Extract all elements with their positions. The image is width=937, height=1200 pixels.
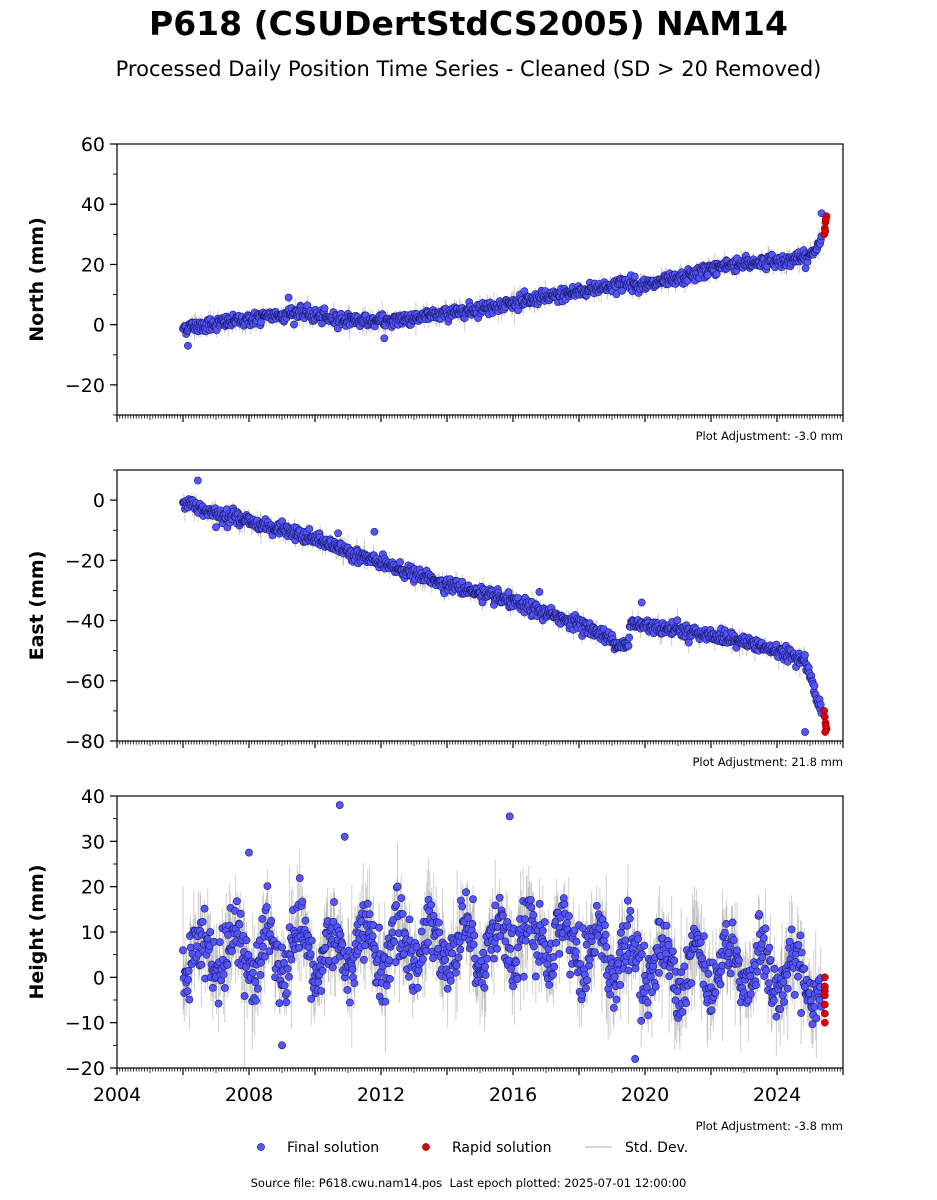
y-tick-label: −20 bbox=[65, 375, 105, 397]
y-tick-label: −80 bbox=[65, 731, 105, 753]
final-point bbox=[637, 598, 646, 607]
final-point bbox=[504, 588, 513, 597]
final-point bbox=[535, 588, 544, 596]
final-point bbox=[630, 272, 639, 281]
final-point bbox=[320, 304, 329, 313]
y-tick-label: 40 bbox=[81, 194, 105, 216]
y-tick-label: 0 bbox=[93, 315, 105, 337]
panel-1: −20 0 20 40 60 North (mm) Plot Adjustment: -3.… bbox=[26, 134, 844, 443]
final-point bbox=[212, 523, 220, 532]
y-tick-label: 60 bbox=[81, 134, 105, 156]
rapid-point bbox=[821, 728, 830, 736]
final-point bbox=[801, 728, 809, 736]
final-point bbox=[396, 558, 404, 566]
plot-adjustment-note: Plot Adjustment: -3.0 mm bbox=[696, 429, 843, 443]
final-point bbox=[370, 527, 379, 536]
data-series bbox=[179, 801, 829, 1068]
final-point bbox=[624, 642, 633, 650]
plot-adjustment-note: Plot Adjustment: 21.8 mm bbox=[692, 755, 843, 769]
data-series bbox=[179, 209, 831, 350]
final-point bbox=[673, 616, 682, 625]
y-tick-label: 0 bbox=[93, 490, 105, 512]
final-point bbox=[816, 700, 825, 709]
final-solution-points bbox=[179, 209, 826, 350]
final-point bbox=[305, 524, 314, 533]
final-point bbox=[625, 633, 634, 642]
rapid-solution-points bbox=[820, 212, 831, 239]
final-solution-points bbox=[179, 476, 826, 736]
final-point bbox=[284, 293, 293, 302]
final-point bbox=[380, 334, 389, 343]
final-point bbox=[801, 651, 809, 659]
rapid-solution-points bbox=[820, 707, 831, 736]
final-point bbox=[703, 271, 712, 279]
y-tick-label: −20 bbox=[65, 550, 105, 572]
final-point bbox=[612, 290, 621, 299]
final-point bbox=[810, 681, 819, 690]
y-axis-label: North (mm) bbox=[26, 217, 48, 342]
data-series bbox=[179, 476, 831, 736]
rapid-point bbox=[821, 227, 830, 236]
final-point bbox=[193, 476, 202, 485]
final-point bbox=[184, 341, 192, 350]
final-point bbox=[290, 320, 298, 329]
final-point bbox=[257, 318, 265, 327]
y-tick-label: −60 bbox=[65, 671, 105, 693]
y-tick-label: −40 bbox=[65, 611, 105, 633]
final-point bbox=[334, 529, 342, 538]
final-point bbox=[712, 270, 721, 279]
axes-frame bbox=[116, 143, 844, 416]
chart-subtitle: Processed Daily Position Time Series - C… bbox=[115, 57, 822, 81]
final-point bbox=[801, 264, 810, 273]
chart-title: P618 (CSUDertStdCS2005) NAM14 bbox=[149, 4, 788, 43]
panel-2: −80 −60 −40 −20 0 East (mm) Plot Adjustment: 2… bbox=[26, 469, 844, 769]
y-axis-label: East (mm) bbox=[26, 551, 48, 661]
rapid-point bbox=[821, 215, 830, 224]
y-tick-label: 20 bbox=[81, 254, 105, 276]
std-dev-bars bbox=[182, 226, 822, 341]
